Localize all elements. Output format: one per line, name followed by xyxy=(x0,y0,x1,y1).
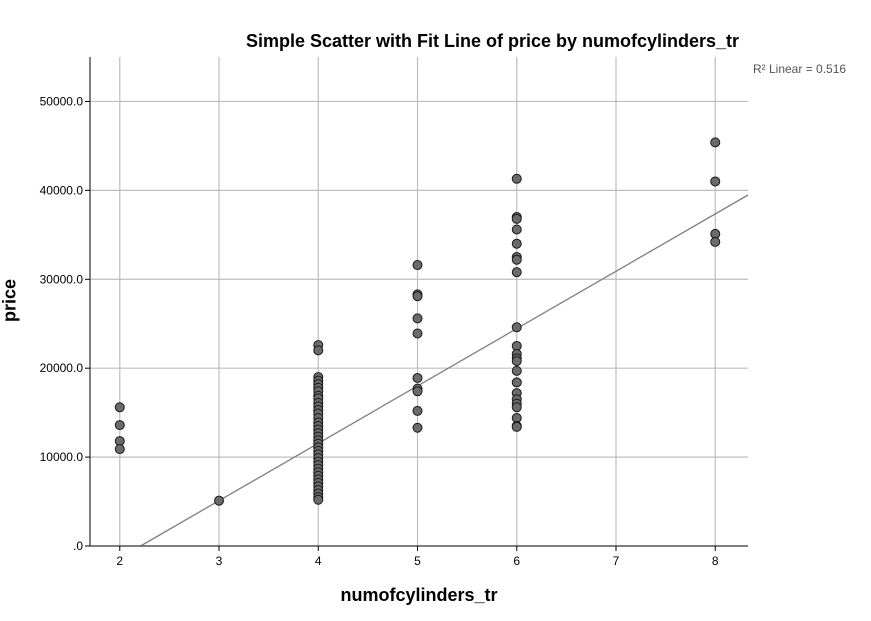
y-tick-label: 40000.0 xyxy=(40,183,84,197)
chart-title: Simple Scatter with Fit Line of price by… xyxy=(245,31,740,51)
x-tick-label: 8 xyxy=(712,554,719,568)
fit-layer xyxy=(140,194,749,547)
x-tick-label: 7 xyxy=(613,554,620,568)
point-layer xyxy=(114,137,721,506)
data-point xyxy=(412,386,423,397)
grid-layer xyxy=(90,57,748,546)
data-point xyxy=(412,372,423,383)
data-point xyxy=(114,444,125,455)
x-tick-label: 2 xyxy=(116,554,123,568)
data-point xyxy=(412,291,423,302)
data-point xyxy=(511,213,522,224)
x-tick-label: 6 xyxy=(513,554,520,568)
data-point xyxy=(511,356,522,367)
tick-layer: 2 3 4 5 6 7 8 .0 10000.0 20000.0 30000.0 40000.0 500… xyxy=(40,94,719,568)
axes-layer xyxy=(89,57,748,547)
data-point xyxy=(511,254,522,265)
data-point xyxy=(114,420,125,431)
data-point xyxy=(412,422,423,433)
y-tick-label: 10000.0 xyxy=(40,450,84,464)
data-point xyxy=(313,345,324,356)
data-point xyxy=(710,176,721,187)
y-tick-label: 20000.0 xyxy=(40,361,84,375)
x-axis-label: numofcylinders_tr xyxy=(340,585,498,605)
x-tick-label: 3 xyxy=(216,554,223,568)
y-axis-label: price xyxy=(0,278,20,323)
fit-line xyxy=(140,194,749,547)
data-point xyxy=(511,173,522,184)
data-point xyxy=(511,322,522,333)
y-tick-label: .0 xyxy=(73,539,83,553)
y-tick-label: 30000.0 xyxy=(40,272,84,286)
data-point xyxy=(214,495,225,506)
data-point xyxy=(710,236,721,247)
x-tick-label: 5 xyxy=(414,554,421,568)
x-tick-label: 4 xyxy=(315,554,322,568)
y-tick-label: 50000.0 xyxy=(40,94,84,108)
data-point xyxy=(412,405,423,416)
data-point xyxy=(313,494,324,505)
data-point xyxy=(511,365,522,376)
data-point xyxy=(511,224,522,235)
data-point xyxy=(114,402,125,413)
data-point xyxy=(412,328,423,339)
data-point xyxy=(511,267,522,278)
data-point xyxy=(412,260,423,271)
data-point xyxy=(511,377,522,388)
data-point xyxy=(511,421,522,432)
data-point xyxy=(710,137,721,148)
data-point xyxy=(412,313,423,324)
data-point xyxy=(511,238,522,249)
data-point xyxy=(511,402,522,413)
r2-annotation: R² Linear = 0.516 xyxy=(753,62,847,76)
